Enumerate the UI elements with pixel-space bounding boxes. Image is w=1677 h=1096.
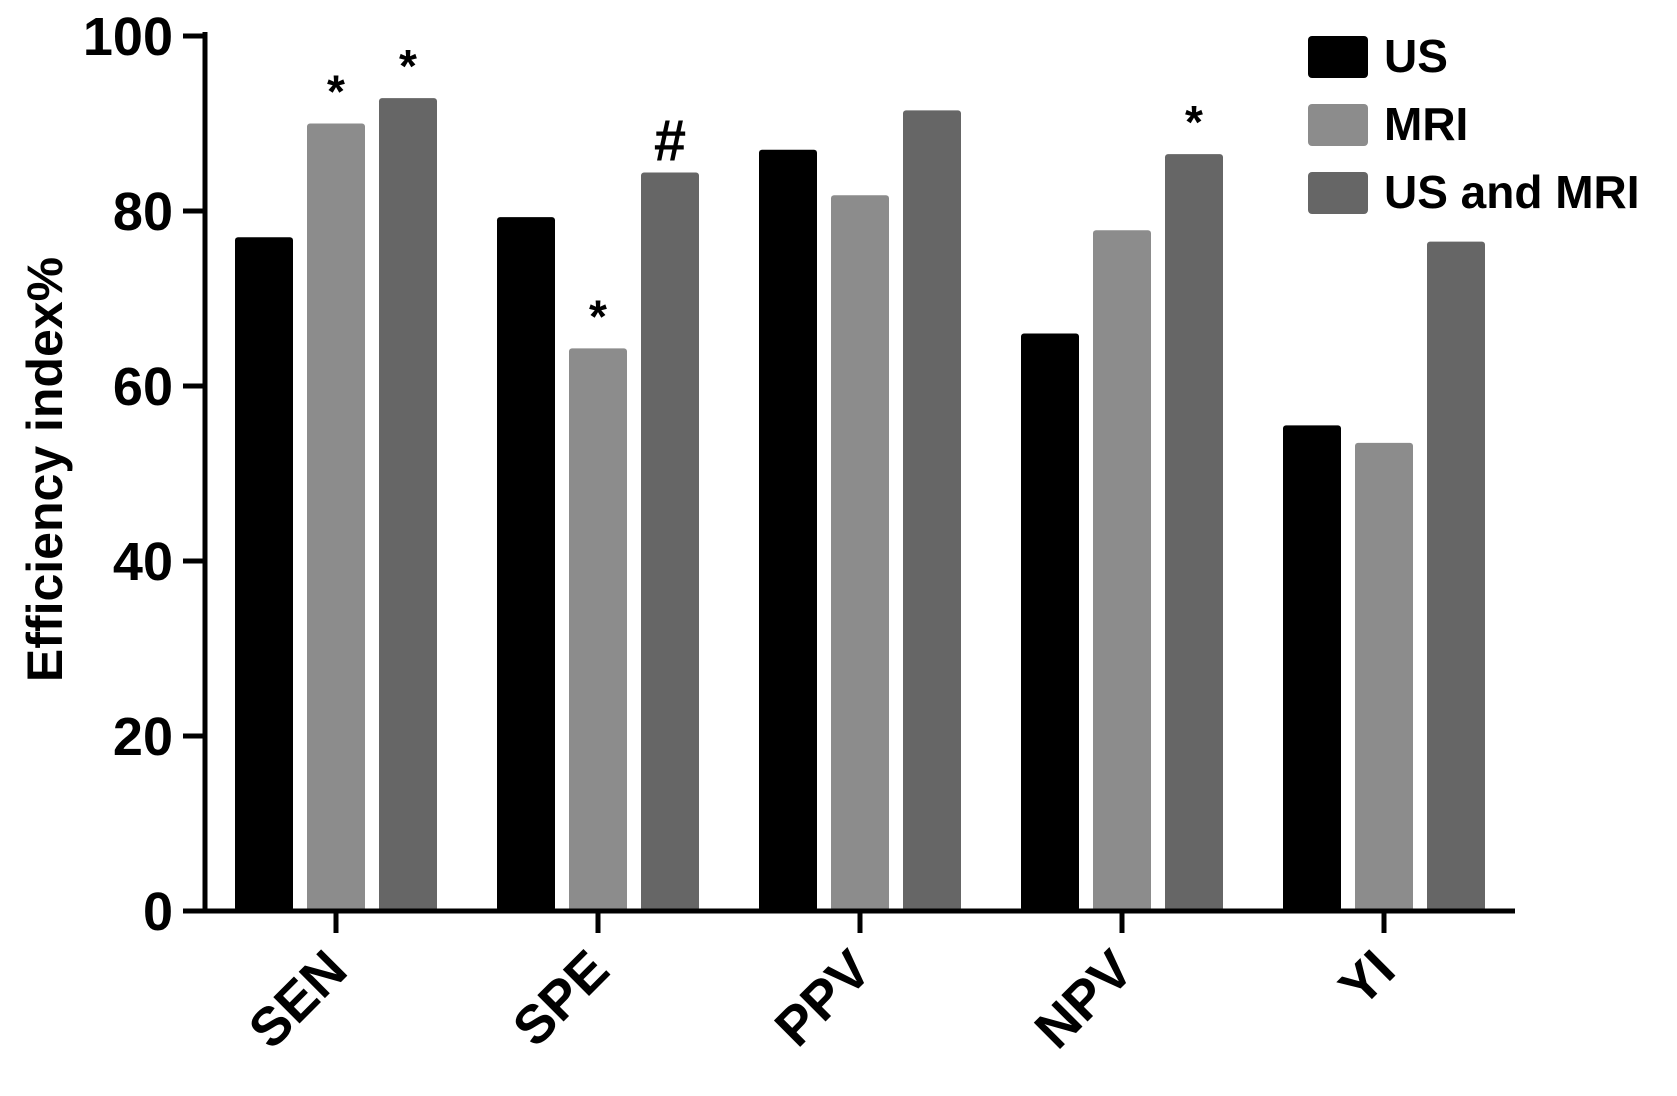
bar-ppv-us-and-mri (903, 110, 961, 911)
y-tick-label: 60 (113, 357, 173, 417)
legend-label-us: US (1384, 30, 1448, 82)
y-tick-label: 20 (113, 707, 173, 767)
y-tick-label: 40 (113, 532, 173, 592)
bar-ppv-mri (831, 195, 889, 911)
bars-layer (235, 98, 1485, 911)
significance-marker: * (327, 66, 345, 118)
x-tick-label-ppv: PPV (764, 939, 883, 1058)
y-tick-label: 100 (83, 7, 173, 67)
legend-label-us-and-mri: US and MRI (1384, 166, 1640, 218)
legend-swatch-us (1308, 36, 1368, 78)
bar-spe-us-and-mri (641, 172, 699, 911)
significance-marker: # (654, 109, 686, 174)
bar-ppv-us (759, 149, 817, 911)
significance-marker: * (589, 290, 607, 342)
x-tick-label-yi: YI (1328, 939, 1407, 1018)
significance-marker: * (399, 40, 417, 92)
x-tick-label-sen: SEN (238, 939, 359, 1060)
bar-npv-mri (1093, 230, 1151, 911)
bar-yi-us (1283, 425, 1341, 911)
y-axis-title: Efficiency index% (17, 257, 73, 682)
bar-yi-mri (1355, 442, 1413, 911)
y-tick-label: 80 (113, 182, 173, 242)
legend: US MRI US and MRI (1308, 30, 1640, 218)
bar-sen-us (235, 237, 293, 911)
bar-spe-mri (569, 348, 627, 911)
bar-sen-us-and-mri (379, 98, 437, 911)
x-tick-label-npv: NPV (1024, 939, 1145, 1060)
bar-sen-mri (307, 123, 365, 911)
legend-swatch-us-and-mri (1308, 172, 1368, 214)
legend-label-mri: MRI (1384, 98, 1468, 150)
bar-npv-us (1021, 333, 1079, 911)
y-tick-label: 0 (143, 882, 173, 942)
x-tick-label-spe: SPE (502, 939, 621, 1058)
legend-swatch-mri (1308, 104, 1368, 146)
bar-npv-us-and-mri (1165, 154, 1223, 911)
annotations-layer: * * * # * (327, 40, 1203, 342)
bar-spe-us (497, 217, 555, 911)
bar-yi-us-and-mri (1427, 241, 1485, 911)
significance-marker: * (1185, 96, 1203, 148)
